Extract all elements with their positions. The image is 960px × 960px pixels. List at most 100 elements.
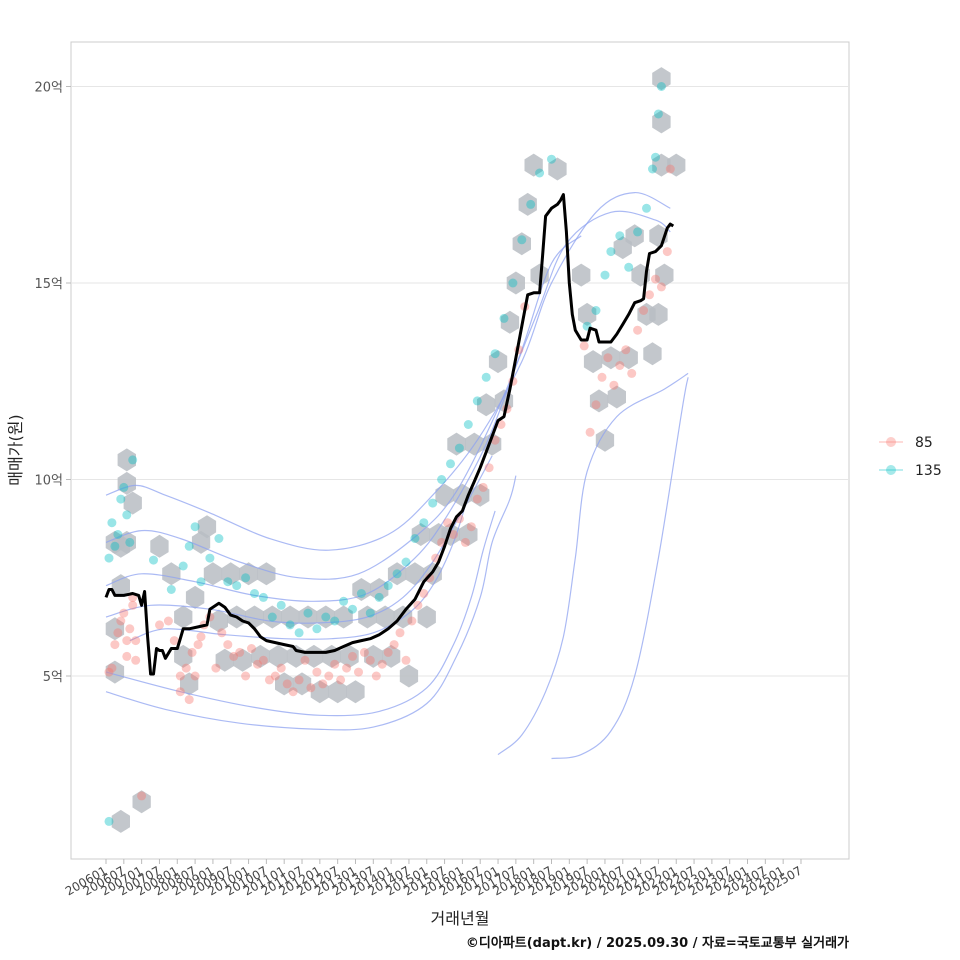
hexbin-cell [111,809,130,833]
point-85 [407,616,417,626]
point-85 [175,687,185,697]
point-135 [190,522,200,532]
hexbin-cell [123,491,142,515]
point-85 [651,274,660,284]
point-135 [535,168,545,178]
point-135 [591,306,601,315]
point-135 [651,152,660,162]
legend-item-135[interactable]: 135 [879,463,942,479]
point-85 [591,400,601,410]
point-135 [196,577,206,587]
y-tick-label: 5억 [43,670,63,685]
point-135 [205,553,215,563]
point-85 [288,687,298,697]
hexbin-cell [221,562,240,586]
legend-key-point-135 [886,465,896,475]
point-85 [190,671,200,681]
point-135 [517,235,527,245]
point-85 [656,282,666,292]
hexbin-cell [500,310,520,334]
point-135 [258,592,268,602]
point-85 [137,791,147,801]
hexbin-cell [203,562,223,586]
point-85 [229,651,239,661]
contour-line [105,475,517,731]
point-135 [232,581,242,591]
point-135 [481,372,491,382]
hexbin-cell [578,302,597,326]
point-85 [627,368,637,378]
y-tick-label: 10억 [34,474,63,489]
point-135 [125,537,135,547]
point-135 [633,227,643,237]
hexbin-cell [292,672,312,696]
hexbin-cell [471,483,490,507]
point-85 [128,600,138,610]
y-axis: 5억 10억 15억 20억 [34,81,71,685]
point-135 [356,589,366,598]
point-85 [312,667,322,677]
point-135 [615,231,625,241]
hexbin-cell [583,350,603,374]
hexbin-cell [601,346,621,370]
point-135 [472,396,482,406]
hexbin-cell [132,790,151,814]
hexbin-cell [572,263,591,287]
point-85 [175,671,185,681]
point-135 [321,612,331,622]
hexbin-cell [399,664,419,688]
point-135 [104,553,114,563]
point-85 [615,361,625,370]
x-axis-title: 거래년월 [431,909,490,928]
point-85 [247,644,256,653]
point-85 [122,651,132,661]
point-85 [253,659,262,669]
point-135 [656,82,666,91]
point-135 [107,518,117,528]
point-135 [178,561,188,571]
hexbin-cell [111,574,130,598]
hexbin-cell [162,562,181,586]
point-85 [104,667,114,677]
point-85 [163,616,173,626]
point-85 [318,679,328,689]
point-135 [113,530,123,539]
point-85 [155,620,164,630]
point-85 [110,640,120,650]
hexbin-cell [619,346,638,370]
hexbin-cell [150,534,169,558]
point-135 [110,541,120,551]
point-135 [166,585,176,594]
point-85 [131,655,141,665]
scatter-points [104,82,675,826]
point-85 [196,632,206,642]
hexbin-cell [506,271,525,295]
point-85 [665,164,675,174]
legend-item-85[interactable]: 85 [879,435,933,451]
hexbin-cell [459,523,478,546]
point-85 [413,600,423,610]
hexbin-cell [275,672,294,696]
point-85 [330,659,340,669]
point-135 [642,203,651,213]
point-135 [250,589,259,598]
point-85 [270,671,280,681]
hexbin-cell [174,644,193,668]
point-85 [603,353,613,363]
point-85 [449,530,458,539]
point-85 [419,589,429,598]
point-85 [460,537,470,547]
hexbin-cell [447,432,466,456]
hexbin-cell [215,648,234,672]
point-135 [214,534,224,543]
point-85 [131,636,141,646]
grid-lines [71,86,849,677]
hexbin-cell [435,483,454,507]
point-135 [624,262,634,272]
point-85 [211,663,221,673]
point-135 [267,612,277,622]
trend-line-layer [104,193,675,676]
point-135 [428,498,438,508]
point-85 [241,671,251,681]
